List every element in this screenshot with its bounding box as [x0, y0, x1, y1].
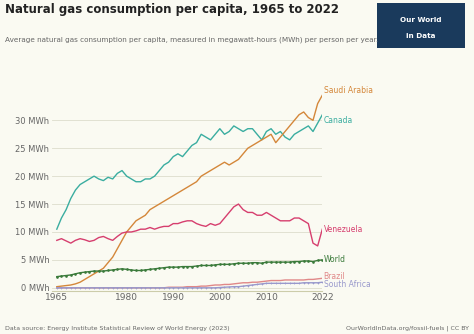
Text: OurWorldInData.org/fossil-fuels | CC BY: OurWorldInData.org/fossil-fuels | CC BY [346, 325, 469, 331]
Text: Our World: Our World [400, 17, 441, 23]
Text: World: World [324, 256, 346, 265]
Text: South Africa: South Africa [324, 280, 371, 289]
Text: in Data: in Data [406, 33, 436, 39]
Text: Average natural gas consumption per capita, measured in megawatt-hours (MWh) per: Average natural gas consumption per capi… [5, 37, 378, 43]
Text: Venezuela: Venezuela [324, 225, 363, 234]
Text: Natural gas consumption per capita, 1965 to 2022: Natural gas consumption per capita, 1965… [5, 3, 339, 16]
Text: Brazil: Brazil [324, 272, 346, 281]
Text: Data source: Energy Institute Statistical Review of World Energy (2023): Data source: Energy Institute Statistica… [5, 326, 229, 331]
Text: Canada: Canada [324, 116, 353, 125]
Text: Saudi Arabia: Saudi Arabia [324, 86, 373, 95]
